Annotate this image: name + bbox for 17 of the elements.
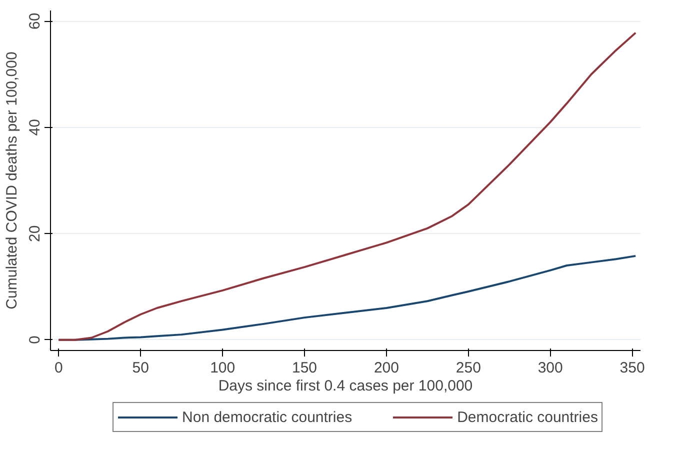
line-series	[58, 32, 637, 341]
legend-label: Non democratic countries	[182, 408, 352, 426]
y-tick-label: 20	[26, 225, 44, 242]
x-tick-label: 0	[54, 360, 63, 376]
x-tick-label: 250	[456, 360, 481, 376]
y-axis-title: Cumulated COVID deaths per 100,000	[4, 52, 20, 310]
x-tick-label: 50	[132, 360, 149, 376]
x-axis-title: Days since first 0.4 cases per 100,000	[218, 378, 473, 394]
y-tick-label: 40	[26, 119, 44, 136]
x-tick-label: 150	[292, 360, 318, 376]
legend-label: Democratic countries	[457, 408, 598, 426]
y-tick-label: 60	[26, 12, 44, 30]
y-tick-label: 0	[26, 336, 44, 344]
x-tick-label: 200	[374, 360, 399, 376]
x-tick-label: 100	[210, 360, 236, 376]
x-tick-label: 300	[538, 360, 563, 376]
x-tick-label: 350	[620, 360, 645, 376]
